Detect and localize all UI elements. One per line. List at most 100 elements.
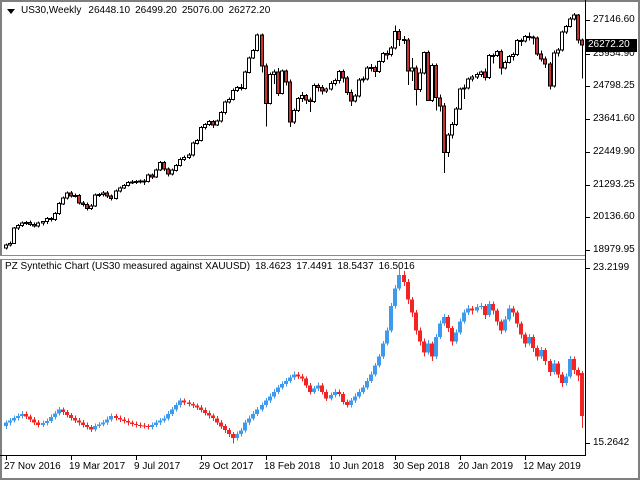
- candle-body: [369, 374, 373, 381]
- candle-body: [130, 181, 134, 184]
- candle-body: [369, 67, 373, 69]
- candle-body: [235, 87, 239, 91]
- candle-body: [272, 71, 276, 75]
- candle-body: [365, 380, 369, 388]
- price-axis[interactable]: 27146.60 25954.90 24798.25 23641.60 22449.90…: [585, 0, 640, 455]
- candle-body: [373, 67, 377, 73]
- candle-body: [483, 306, 487, 315]
- candle-body: [20, 222, 24, 227]
- candle-body: [385, 52, 389, 56]
- candle-body: [211, 415, 215, 419]
- candle-body: [138, 424, 142, 426]
- candle-body: [276, 71, 280, 95]
- candle-body: [154, 169, 158, 178]
- candle-body: [53, 213, 57, 220]
- time-axis[interactable]: 27 Nov 2016 19 Mar 2017 9 Jul 2017 29 Oct 2…: [0, 455, 640, 480]
- candle-body: [446, 134, 450, 154]
- candle-body: [28, 416, 32, 420]
- candle-body: [65, 412, 69, 415]
- candle-body: [77, 195, 81, 204]
- candle-body: [389, 306, 393, 331]
- ohlc-open-value: 26448.10: [88, 5, 131, 16]
- time-axis-label: 19 Mar 2017: [69, 461, 126, 472]
- candle-body: [527, 336, 531, 344]
- candle-body: [519, 39, 523, 42]
- candle-body: [329, 395, 333, 399]
- candle-body: [462, 312, 466, 322]
- ohlc-high-value: 26499.20: [135, 5, 177, 16]
- candle-body: [495, 51, 499, 56]
- candle-body: [531, 36, 535, 39]
- indicator-axis-tick: [585, 443, 590, 444]
- candle-body: [284, 70, 288, 83]
- candle-body: [377, 356, 381, 366]
- candle-body: [73, 195, 77, 198]
- candle-body: [162, 161, 166, 170]
- candle-body: [487, 55, 491, 79]
- candle-body: [264, 400, 268, 406]
- candle-body: [57, 203, 61, 215]
- candle-body: [418, 72, 422, 90]
- candle-body: [393, 288, 397, 306]
- candle-body: [324, 391, 328, 399]
- candle-body: [430, 64, 434, 102]
- candle-body: [85, 424, 89, 428]
- candle-body: [466, 78, 470, 89]
- candle-body: [548, 63, 552, 87]
- candle-body: [357, 79, 361, 97]
- time-axis-tick: [395, 456, 396, 460]
- candle-body: [393, 31, 397, 49]
- candle-body: [296, 374, 300, 377]
- candle-body: [357, 391, 361, 397]
- candle-body: [114, 190, 118, 200]
- candle-body: [414, 67, 418, 90]
- candle-body: [345, 401, 349, 406]
- indicator-axis-label: 15.2642: [593, 437, 630, 448]
- time-axis-tick: [331, 456, 332, 460]
- candle-body: [556, 49, 560, 54]
- candle-body: [397, 275, 401, 289]
- candle-body: [426, 52, 430, 102]
- candle-body: [8, 242, 12, 246]
- price-axis-tick: [585, 217, 590, 218]
- candle-body: [300, 376, 304, 379]
- candle-body: [320, 87, 324, 92]
- candle-body: [207, 412, 211, 416]
- candle-body: [556, 363, 560, 375]
- candle-body: [515, 312, 519, 324]
- time-axis-label: 10 Jun 2018: [329, 461, 385, 472]
- candle-body: [101, 422, 105, 425]
- candle-body: [69, 415, 73, 418]
- candle-body: [288, 81, 292, 123]
- candle-body: [292, 374, 296, 378]
- candle-body: [260, 34, 264, 67]
- candle-body: [12, 227, 16, 244]
- candle-body: [511, 308, 515, 313]
- candle-body: [138, 180, 142, 183]
- candle-body: [406, 39, 410, 72]
- candle-body: [187, 154, 191, 158]
- pane-splitter[interactable]: [0, 255, 586, 260]
- candle-body: [109, 416, 113, 420]
- candle-body: [458, 321, 462, 333]
- candle-body: [268, 396, 272, 401]
- indicator-header: PZ Syntethic Chart (US30 measured agains…: [5, 261, 415, 273]
- candle-body: [93, 194, 97, 207]
- candle-body: [288, 377, 292, 381]
- candle-body: [454, 108, 458, 126]
- candle-body: [61, 197, 65, 205]
- candle-body: [491, 303, 495, 311]
- candle-body: [568, 358, 572, 377]
- candle-body: [523, 36, 527, 42]
- candle-body: [45, 218, 49, 223]
- time-axis-border: [0, 455, 586, 456]
- candle-body: [337, 71, 341, 81]
- candle-body: [499, 51, 503, 69]
- one-click-trading-expand-icon[interactable]: [7, 8, 15, 14]
- candle-body: [462, 87, 466, 90]
- time-axis-label: 29 Oct 2017: [199, 461, 254, 472]
- candle-body: [158, 420, 162, 423]
- candle-body: [543, 58, 547, 65]
- candle-body: [219, 422, 223, 427]
